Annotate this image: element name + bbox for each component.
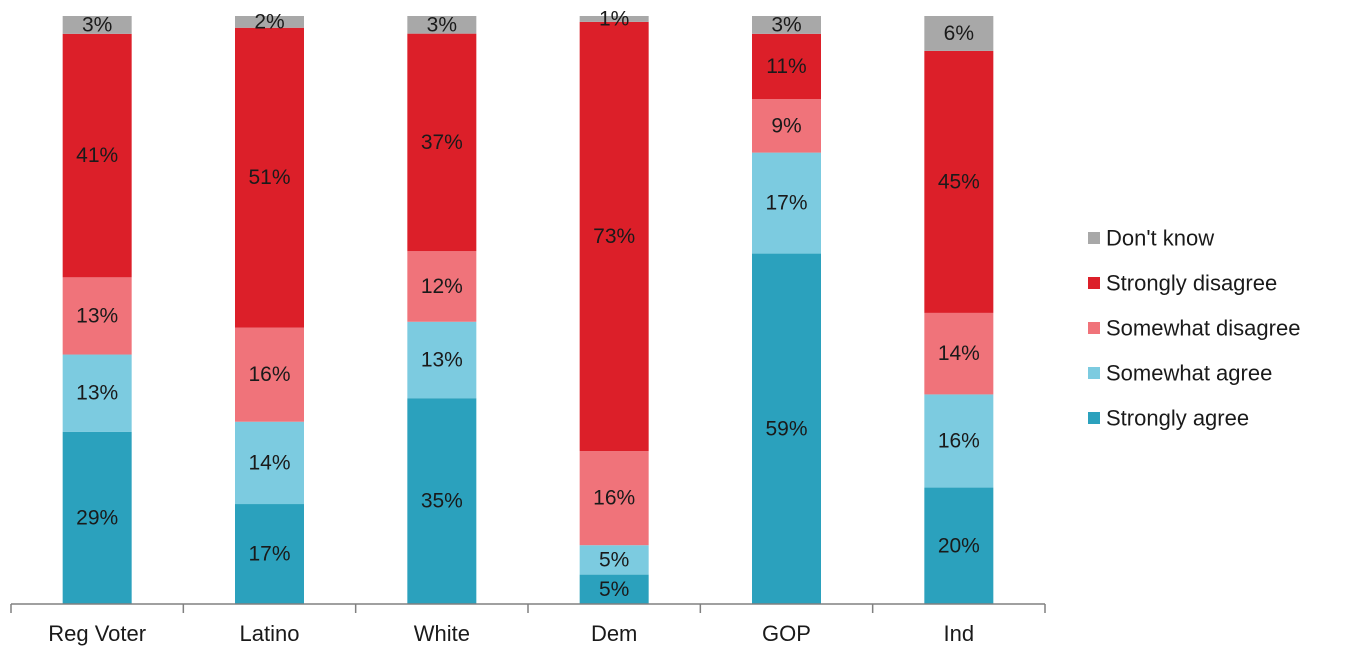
data-label-ind-strongly-disagree: 45% <box>938 170 980 193</box>
bar-segment-ind-somewhat-disagree <box>924 312 994 395</box>
data-label-latino-strongly-agree: 17% <box>248 543 290 566</box>
x-axis-tick-labels: Reg Voter Latino White Dem GOP Ind <box>48 621 974 646</box>
data-label-gop-don-t-know: 3% <box>771 13 801 36</box>
data-label-white-don-t-know: 3% <box>427 13 457 36</box>
bar-segment-latino-don-t-know <box>235 16 304 28</box>
bar-segment-gop-don-t-know <box>752 16 821 34</box>
data-label-dem-somewhat-disagree: 16% <box>593 487 635 510</box>
bar-segment-gop-somewhat-agree <box>752 152 821 254</box>
bar-segment-ind-don-t-know <box>924 16 994 51</box>
legend-label-don-t-know: Don't know <box>1106 226 1214 251</box>
data-label-ind-somewhat-agree: 16% <box>938 429 980 452</box>
bar-segment-white-strongly-disagree <box>407 33 477 252</box>
data-label-white-strongly-disagree: 37% <box>421 131 463 154</box>
bar-segment-latino-somewhat-disagree <box>235 327 304 422</box>
x-axis-ticks <box>10 604 1046 613</box>
data-label-ind-somewhat-disagree: 14% <box>938 342 980 365</box>
data-label-reg-voter-somewhat-agree: 13% <box>76 382 118 405</box>
bar-segment-gop-strongly-disagree <box>752 33 821 100</box>
x-tick-label-white: White <box>414 621 470 646</box>
bar-segment-white-somewhat-agree <box>407 321 477 399</box>
x-tick-label-gop: GOP <box>762 621 811 646</box>
bar-segment-dem-somewhat-agree <box>579 545 649 575</box>
data-label-ind-strongly-agree: 20% <box>938 534 980 557</box>
data-label-latino-somewhat-agree: 14% <box>248 451 290 474</box>
bar-segment-dem-strongly-disagree <box>579 21 649 452</box>
bar-segment-latino-strongly-agree <box>235 504 304 604</box>
bar-segment-gop-strongly-agree <box>752 253 821 605</box>
legend-label-strongly-agree: Strongly agree <box>1106 406 1249 431</box>
data-label-reg-voter-strongly-agree: 29% <box>76 506 118 529</box>
data-label-latino-strongly-disagree: 51% <box>248 166 290 189</box>
legend-swatch-strongly-disagree <box>1088 277 1100 289</box>
bar-segment-ind-somewhat-agree <box>924 394 994 488</box>
data-label-latino-don-t-know: 2% <box>254 10 284 33</box>
legend: Don't know Strongly disagree Somewhat disa… <box>1088 226 1300 431</box>
data-label-gop-somewhat-disagree: 9% <box>771 114 801 137</box>
data-label-reg-voter-strongly-disagree: 41% <box>76 144 118 167</box>
data-label-white-strongly-agree: 35% <box>421 490 463 513</box>
bar-segment-dem-strongly-agree <box>579 574 649 604</box>
bar-segment-reg-voter-strongly-disagree <box>62 33 132 278</box>
legend-item-somewhat-agree: Somewhat agree <box>1088 361 1272 386</box>
data-label-dem-strongly-agree: 5% <box>599 578 629 601</box>
x-tick-label-ind: Ind <box>944 621 975 646</box>
bar-segment-ind-strongly-agree <box>924 487 994 604</box>
bar-segment-reg-voter-strongly-agree <box>62 431 132 604</box>
data-label-dem-don-t-know: 1% <box>599 7 629 30</box>
legend-item-strongly-agree: Strongly agree <box>1088 406 1249 431</box>
data-label-gop-strongly-disagree: 11% <box>766 55 806 78</box>
bar-segment-white-strongly-agree <box>407 398 477 604</box>
bar-segment-reg-voter-somewhat-agree <box>62 354 132 432</box>
data-label-gop-strongly-agree: 59% <box>765 417 807 440</box>
data-label-ind-don-t-know: 6% <box>944 22 974 45</box>
legend-swatch-somewhat-agree <box>1088 367 1100 379</box>
segment-labels-group: 29% 13% 13% 41% 3% 17% 14% 16% 51% 2% 35% 13% 12% 37%… <box>76 7 980 600</box>
data-label-reg-voter-somewhat-disagree: 13% <box>76 304 118 327</box>
data-label-white-somewhat-disagree: 12% <box>421 275 463 298</box>
bars-group <box>62 16 994 605</box>
data-label-reg-voter-don-t-know: 3% <box>82 13 112 36</box>
bar-segment-latino-strongly-disagree <box>235 27 304 328</box>
x-tick-label-latino: Latino <box>240 621 300 646</box>
bar-segment-white-don-t-know <box>407 16 477 34</box>
data-label-white-somewhat-agree: 13% <box>421 348 463 371</box>
legend-swatch-strongly-agree <box>1088 412 1100 424</box>
bar-segment-latino-somewhat-agree <box>235 421 304 505</box>
x-tick-label-dem: Dem <box>591 621 637 646</box>
bar-segment-reg-voter-somewhat-disagree <box>62 277 132 355</box>
data-label-dem-strongly-disagree: 73% <box>593 225 635 248</box>
legend-item-strongly-disagree: Strongly disagree <box>1088 271 1277 296</box>
bar-segment-gop-somewhat-disagree <box>752 99 821 153</box>
data-label-dem-somewhat-agree: 5% <box>599 548 629 571</box>
data-label-latino-somewhat-disagree: 16% <box>248 363 290 386</box>
legend-item-somewhat-disagree: Somewhat disagree <box>1088 316 1300 341</box>
bar-segment-white-somewhat-disagree <box>407 251 477 322</box>
bar-segment-ind-strongly-disagree <box>924 50 994 313</box>
bar-segment-dem-somewhat-disagree <box>579 451 649 546</box>
bar-segment-reg-voter-don-t-know <box>62 16 132 34</box>
x-tick-label-reg-voter: Reg Voter <box>48 621 146 646</box>
data-label-gop-somewhat-agree: 17% <box>765 192 807 215</box>
legend-item-don-t-know: Don't know <box>1088 226 1214 251</box>
legend-swatch-don-t-know <box>1088 232 1100 244</box>
legend-swatch-somewhat-disagree <box>1088 322 1100 334</box>
legend-label-strongly-disagree: Strongly disagree <box>1106 271 1277 296</box>
legend-label-somewhat-disagree: Somewhat disagree <box>1106 316 1300 341</box>
legend-label-somewhat-agree: Somewhat agree <box>1106 361 1272 386</box>
bar-segment-dem-don-t-know <box>579 16 649 22</box>
